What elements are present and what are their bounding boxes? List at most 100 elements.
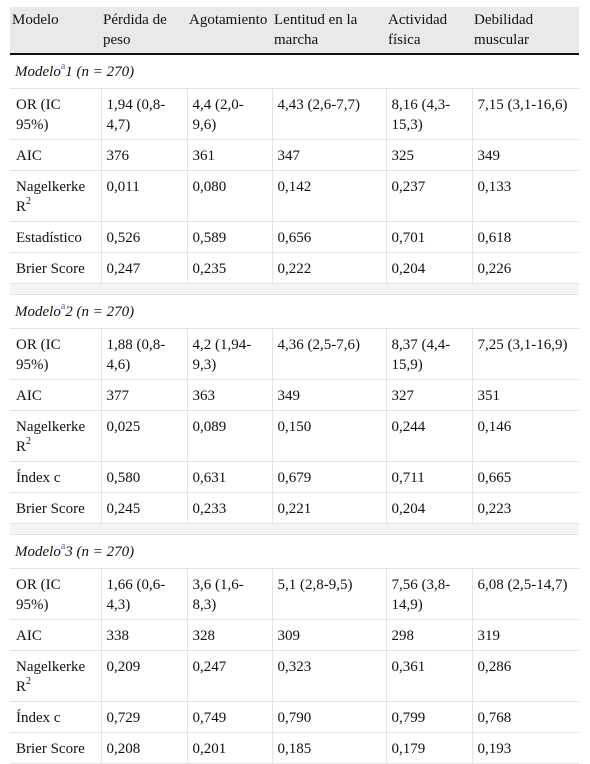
- table-cell: 0,209: [100, 650, 187, 702]
- table-cell: 0,701: [385, 221, 472, 253]
- row-label-index-c: Índex c: [10, 701, 101, 733]
- spacer-cell: [10, 283, 579, 295]
- header-perdida-peso: Pérdida de peso: [101, 7, 187, 55]
- table-cell: 0,729: [100, 701, 187, 733]
- section-title: Modeloa2 (n = 270): [10, 294, 579, 329]
- row-label-text: AIC: [16, 148, 42, 164]
- results-table: Modelo Pérdida de peso Agotamiento Lenti…: [10, 7, 579, 764]
- table-row: AIC 376 361 347 325 349: [10, 139, 579, 171]
- section-title-suffix: 3 (n = 270): [65, 544, 135, 560]
- table-cell: 0,204: [385, 492, 472, 524]
- table-cell: 0,323: [271, 650, 386, 702]
- row-label-brier-score: Brier Score: [10, 732, 101, 764]
- row-label-nagelkerke-r: Nagelkerke R2: [10, 650, 101, 702]
- section-title-prefix: Modelo: [15, 544, 61, 560]
- table-cell: 0,711: [385, 461, 472, 493]
- row-label-superscript: 2: [26, 196, 32, 207]
- table-cell: 0,768: [471, 701, 579, 733]
- table-cell: 325: [385, 139, 472, 171]
- table-cell: 1,66 (0,6-4,3): [100, 568, 187, 620]
- row-label-brier-score: Brier Score: [10, 252, 101, 284]
- table-cell: 0,025: [100, 410, 187, 462]
- table-cell: 0,222: [271, 252, 386, 284]
- table-cell: 7,56 (3,8-14,9): [385, 568, 472, 620]
- table-cell: 7,25 (3,1-16,9): [471, 328, 579, 380]
- table-cell: 0,221: [271, 492, 386, 524]
- table-row: AIC 338 328 309 298 319: [10, 619, 579, 651]
- section-title: Modeloa3 (n = 270): [10, 534, 579, 569]
- table-cell: 0,247: [186, 650, 272, 702]
- table-row: Índex c 0,729 0,749 0,790 0,799 0,768: [10, 701, 579, 733]
- table-row: Brier Score 0,208 0,201 0,185 0,179 0,193: [10, 732, 579, 764]
- section-spacer: [10, 283, 579, 295]
- table-row: Estadístico 0,526 0,589 0,656 0,701 0,618: [10, 221, 579, 253]
- table-cell: 349: [471, 139, 579, 171]
- row-label-text: Estadístico: [16, 230, 82, 246]
- table-cell: 0,235: [186, 252, 272, 284]
- table-cell: 377: [100, 379, 187, 411]
- table-cell: 4,36 (2,5-7,6): [271, 328, 386, 380]
- table-row: OR (IC 95%) 1,88 (0,8-4,6) 4,2 (1,94-9,3) 4…: [10, 328, 579, 380]
- row-label-text: OR (IC 95%): [16, 337, 61, 373]
- footnote-link[interactable]: a: [60, 541, 66, 552]
- spacer-cell: [10, 523, 579, 535]
- table-row: Índex c 0,580 0,631 0,679 0,711 0,665: [10, 461, 579, 493]
- header-actividad-fisica: Actividad física: [386, 7, 472, 55]
- table-cell: 0,580: [100, 461, 187, 493]
- table-row: Brier Score 0,247 0,235 0,222 0,204 0,226: [10, 252, 579, 284]
- table-cell: 4,43 (2,6-7,7): [271, 88, 386, 140]
- section-title: Modeloa1 (n = 270): [10, 54, 579, 89]
- header-agotamiento: Agotamiento: [187, 7, 272, 55]
- header-row: Modelo Pérdida de peso Agotamiento Lenti…: [10, 7, 579, 55]
- table-cell: 0,089: [186, 410, 272, 462]
- table-row: Nagelkerke R2 0,011 0,080 0,142 0,237 0,133: [10, 170, 579, 222]
- row-label-aic: AIC: [10, 619, 101, 651]
- table-cell: 8,16 (4,3-15,3): [385, 88, 472, 140]
- table-cell: 4,2 (1,94-9,3): [186, 328, 272, 380]
- row-label-text: OR (IC 95%): [16, 577, 61, 613]
- table-cell: 0,247: [100, 252, 187, 284]
- row-label-text: Nagelkerke R: [16, 419, 86, 455]
- table-cell: 7,15 (3,1-16,6): [471, 88, 579, 140]
- table-cell: 0,011: [100, 170, 187, 222]
- row-label-or-ic-95: OR (IC 95%): [10, 568, 101, 620]
- table-cell: 298: [385, 619, 472, 651]
- table-cell: 376: [100, 139, 187, 171]
- section-spacer: [10, 523, 579, 535]
- section-title-prefix: Modelo: [15, 64, 61, 80]
- table-cell: 0,244: [385, 410, 472, 462]
- row-label-aic: AIC: [10, 379, 101, 411]
- row-label-nagelkerke-r: Nagelkerke R2: [10, 170, 101, 222]
- row-label-aic: AIC: [10, 139, 101, 171]
- table-cell: 338: [100, 619, 187, 651]
- table-cell: 0,665: [471, 461, 579, 493]
- table-row: Brier Score 0,245 0,233 0,221 0,204 0,223: [10, 492, 579, 524]
- table-cell: 0,208: [100, 732, 187, 764]
- table-cell: 351: [471, 379, 579, 411]
- table-cell: 319: [471, 619, 579, 651]
- table-cell: 8,37 (4,4-15,9): [385, 328, 472, 380]
- table-cell: 349: [271, 379, 386, 411]
- table-cell: 1,94 (0,8-4,7): [100, 88, 187, 140]
- table-cell: 0,679: [271, 461, 386, 493]
- table-cell: 0,150: [271, 410, 386, 462]
- footnote-link[interactable]: a: [60, 301, 66, 312]
- section-header: Modeloa3 (n = 270): [10, 534, 579, 569]
- table-cell: 0,245: [100, 492, 187, 524]
- table-cell: 0,361: [385, 650, 472, 702]
- table-cell: 0,142: [271, 170, 386, 222]
- table-cell: 0,589: [186, 221, 272, 253]
- table-cell: 0,631: [186, 461, 272, 493]
- footnote-link[interactable]: a: [60, 61, 66, 72]
- row-label-text: Índex c: [16, 470, 61, 486]
- table-cell: 0,286: [471, 650, 579, 702]
- section-title-suffix: 1 (n = 270): [65, 64, 135, 80]
- table-cell: 0,790: [271, 701, 386, 733]
- row-label-superscript: 2: [26, 676, 32, 687]
- row-label-text: Brier Score: [16, 261, 85, 277]
- table-row: OR (IC 95%) 1,94 (0,8-4,7) 4,4 (2,0-9,6) 4,…: [10, 88, 579, 140]
- table-cell: 0,656: [271, 221, 386, 253]
- row-label-text: AIC: [16, 628, 42, 644]
- section-title-suffix: 2 (n = 270): [65, 304, 135, 320]
- row-label-or-ic-95: OR (IC 95%): [10, 328, 101, 380]
